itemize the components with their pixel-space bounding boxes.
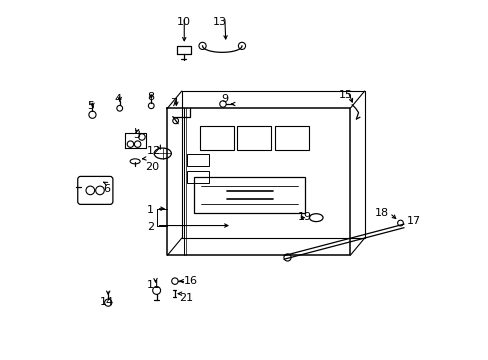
Bar [274, 126, 308, 149]
Bar [199, 126, 233, 149]
Bar [237, 126, 271, 149]
Text: 15: 15 [338, 90, 352, 100]
Bar [187, 154, 208, 166]
Text: 5: 5 [87, 101, 94, 111]
Bar [187, 171, 208, 183]
Text: 18: 18 [374, 208, 388, 218]
Text: 13: 13 [213, 17, 226, 27]
Text: 12: 12 [146, 145, 161, 156]
Text: 20: 20 [144, 162, 159, 172]
Text: 21: 21 [179, 293, 193, 303]
Text: 8: 8 [147, 92, 155, 102]
Text: 9: 9 [221, 94, 228, 104]
Text: 7: 7 [170, 98, 177, 108]
Text: 3: 3 [133, 130, 140, 140]
Text: 1: 1 [147, 206, 154, 216]
Text: 2: 2 [147, 222, 154, 231]
Text: 10: 10 [176, 17, 190, 27]
Text: 14: 14 [100, 297, 114, 307]
Text: 16: 16 [183, 276, 197, 286]
Text: 19: 19 [297, 212, 311, 222]
Text: 6: 6 [103, 184, 110, 194]
Text: 17: 17 [406, 216, 420, 225]
Bar [194, 177, 305, 213]
Text: 11: 11 [146, 280, 161, 290]
Text: 4: 4 [115, 94, 122, 104]
